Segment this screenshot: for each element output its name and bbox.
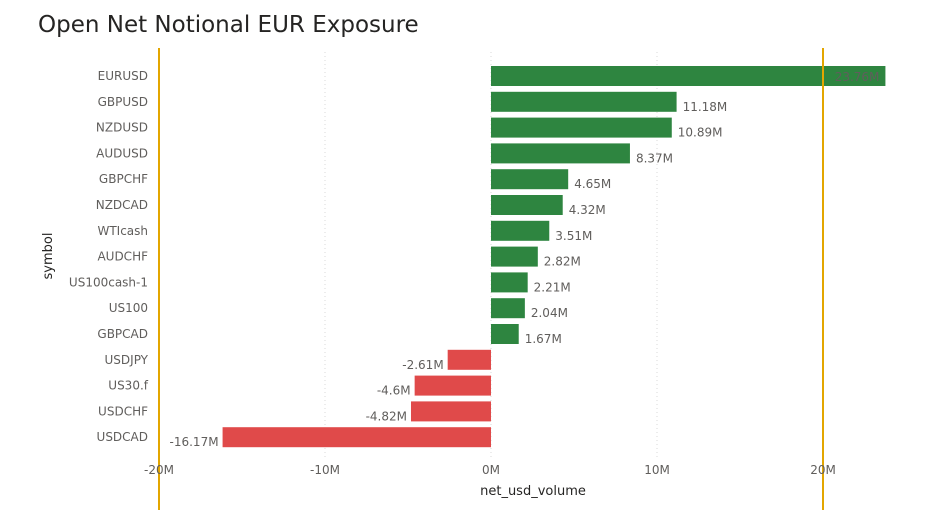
data-label: 2.21M	[534, 280, 571, 294]
data-label: 4.65M	[574, 177, 611, 191]
data-label: -4.6M	[377, 384, 411, 398]
category-label: USDCAD	[97, 430, 148, 444]
data-label: -4.82M	[366, 409, 407, 423]
bar[interactable]	[491, 143, 630, 164]
category-label: AUDUSD	[96, 146, 148, 160]
category-label: NZDUSD	[96, 121, 148, 135]
reference-lines	[158, 48, 824, 510]
data-label: 2.04M	[531, 306, 568, 320]
data-label: 1.67M	[525, 332, 562, 346]
data-label: 10.89M	[678, 126, 723, 140]
category-label: GBPUSD	[98, 95, 148, 109]
x-tick-label: -10M	[310, 463, 340, 477]
category-label: USDCHF	[98, 404, 148, 418]
bar[interactable]	[491, 91, 677, 112]
x-tick-label: 0M	[482, 463, 500, 477]
category-label: GBPCHF	[99, 172, 148, 186]
category-label: US100cash-1	[69, 275, 148, 289]
bar[interactable]	[491, 66, 886, 86]
bar[interactable]	[491, 195, 563, 215]
x-tick-labels: -20M -10M 0M 10M 20M	[144, 463, 836, 477]
x-tick-label: 20M	[810, 463, 836, 477]
category-label: EURUSD	[98, 69, 148, 83]
data-label: 23.76M	[835, 70, 880, 84]
data-label: -16.17M	[170, 435, 219, 449]
bar[interactable]	[447, 349, 491, 370]
bar[interactable]	[491, 220, 550, 241]
bars	[222, 66, 886, 448]
x-tick-label: 10M	[644, 463, 670, 477]
category-label: US30.f	[108, 379, 148, 393]
bar[interactable]	[410, 401, 491, 422]
category-label: NZDCAD	[96, 198, 148, 212]
bar[interactable]	[491, 169, 569, 190]
data-labels: 23.76M 11.18M 10.89M 8.37M 4.65M 4.32M 3.51M 2.…	[170, 70, 880, 449]
category-label: USDJPY	[105, 353, 149, 367]
data-label: -2.61M	[402, 358, 443, 372]
category-label: WTIcash	[97, 224, 148, 238]
bar[interactable]	[491, 298, 525, 319]
chart-title: Open Net Notional EUR Exposure	[38, 12, 419, 38]
data-label: 3.51M	[555, 229, 592, 243]
category-label: US100	[109, 301, 148, 315]
bar[interactable]	[222, 427, 491, 448]
data-label: 11.18M	[683, 100, 728, 114]
y-axis-title: symbol	[41, 233, 56, 280]
bar[interactable]	[491, 246, 538, 267]
category-labels: EURUSD GBPUSD NZDUSD AUDUSD GBPCHF NZDCAD WTIc…	[69, 69, 149, 444]
bar[interactable]	[414, 375, 491, 396]
x-tick-label: -20M	[144, 463, 174, 477]
bar[interactable]	[491, 117, 672, 138]
bar[interactable]	[491, 272, 528, 293]
data-label: 8.37M	[636, 151, 673, 165]
x-axis-title: net_usd_volume	[480, 484, 586, 499]
bar[interactable]	[491, 324, 519, 344]
data-label: 2.82M	[544, 255, 581, 269]
data-label: 4.32M	[569, 203, 606, 217]
category-label: GBPCAD	[97, 327, 148, 341]
category-label: AUDCHF	[97, 250, 148, 264]
